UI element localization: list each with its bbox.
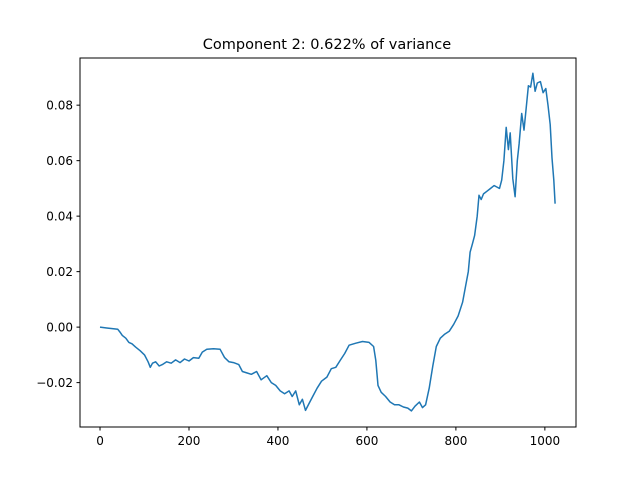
x-tick-label: 600 [355, 434, 378, 448]
x-tick-label: 200 [178, 434, 201, 448]
x-axis: 0 200 400 600 800 1000 [96, 427, 560, 448]
y-tick-label: 0.08 [46, 98, 73, 112]
plot-area [79, 57, 577, 428]
y-tick-label: −0.02 [36, 376, 73, 390]
x-tick-label: 400 [267, 434, 290, 448]
y-tick-label: 0.02 [46, 265, 73, 279]
y-tick-label: 0.00 [46, 320, 73, 334]
x-tick-label: 0 [96, 434, 104, 448]
chart-title: Component 2: 0.622% of variance [203, 37, 451, 53]
axes-frame [79, 57, 577, 428]
y-tick-label: 0.06 [46, 154, 73, 168]
x-tick-label: 800 [444, 434, 467, 448]
x-tick-label: 1000 [530, 434, 561, 448]
y-axis: −0.02 0.00 0.02 0.04 0.06 0.08 [36, 98, 80, 390]
y-tick-label: 0.04 [46, 209, 73, 223]
series-line [99, 72, 556, 412]
